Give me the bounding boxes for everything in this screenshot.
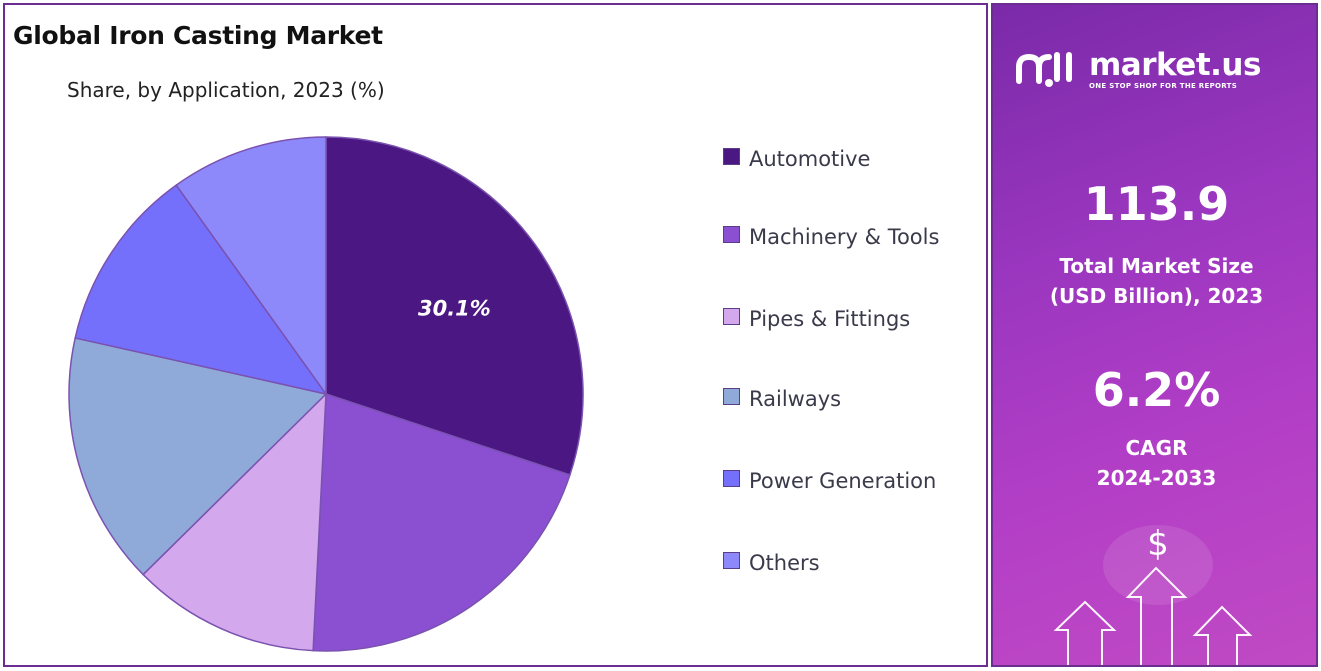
- pie-chart: 30.1%: [68, 136, 584, 652]
- data-label-automotive: 30.1%: [418, 297, 491, 321]
- growth-arrows-icon: $: [1053, 524, 1253, 665]
- legend-swatch: [723, 388, 740, 405]
- legend-swatch: [723, 308, 740, 325]
- pie-slice-others: [175, 136, 327, 397]
- market-us-logo-icon: [1016, 52, 1072, 87]
- chart-panel: Global Iron Casting Market Share, by App…: [3, 3, 988, 667]
- legend-item: Machinery & Tools: [723, 218, 981, 256]
- brand-name: market.us: [1089, 46, 1261, 83]
- legend-swatch: [723, 148, 740, 165]
- market-size-label-line1: Total Market Size: [1059, 254, 1254, 278]
- legend-label: Others: [749, 551, 820, 575]
- legend-label: Railways: [749, 387, 842, 411]
- pie-slice-pipes-fittings: [142, 392, 327, 652]
- legend-label: Pipes & Fittings: [749, 307, 911, 331]
- legend-swatch: [723, 226, 740, 243]
- chart-title: Global Iron Casting Market: [13, 21, 383, 50]
- pie-slice-railways: [68, 337, 328, 576]
- chart-subtitle: Share, by Application, 2023 (%): [67, 78, 385, 102]
- pie-slice-power-generation: [74, 184, 328, 396]
- legend-item: Pipes & Fittings: [723, 300, 981, 338]
- pie-slice-machinery-tools: [312, 392, 571, 652]
- cagr-label-line2: 2024-2033: [1096, 466, 1217, 490]
- legend-item: Automotive: [723, 140, 981, 178]
- cagr-label-line1: CAGR: [1125, 436, 1188, 460]
- pie-slice-automotive: [325, 136, 584, 476]
- brand-tagline: ONE STOP SHOP FOR THE REPORTS: [1089, 81, 1238, 90]
- stats-panel: market.us ONE STOP SHOP FOR THE REPORTS …: [991, 3, 1318, 667]
- market-size-label-line2: (USD Billion), 2023: [1049, 284, 1264, 308]
- legend-item: Power Generation: [723, 462, 981, 500]
- brand-logo: market.us ONE STOP SHOP FOR THE REPORTS: [1013, 45, 1261, 93]
- legend-swatch: [723, 552, 740, 569]
- legend-label: Machinery & Tools: [749, 225, 940, 249]
- market-size-value: 113.9: [1083, 177, 1230, 231]
- dollar-icon: $: [1147, 524, 1169, 564]
- legend-item: Railways: [723, 380, 981, 418]
- legend-label: Automotive: [749, 147, 871, 171]
- cagr-value: 6.2%: [1092, 363, 1221, 417]
- legend-item: Others: [723, 544, 981, 582]
- legend-label: Power Generation: [749, 469, 937, 493]
- legend-swatch: [723, 470, 740, 487]
